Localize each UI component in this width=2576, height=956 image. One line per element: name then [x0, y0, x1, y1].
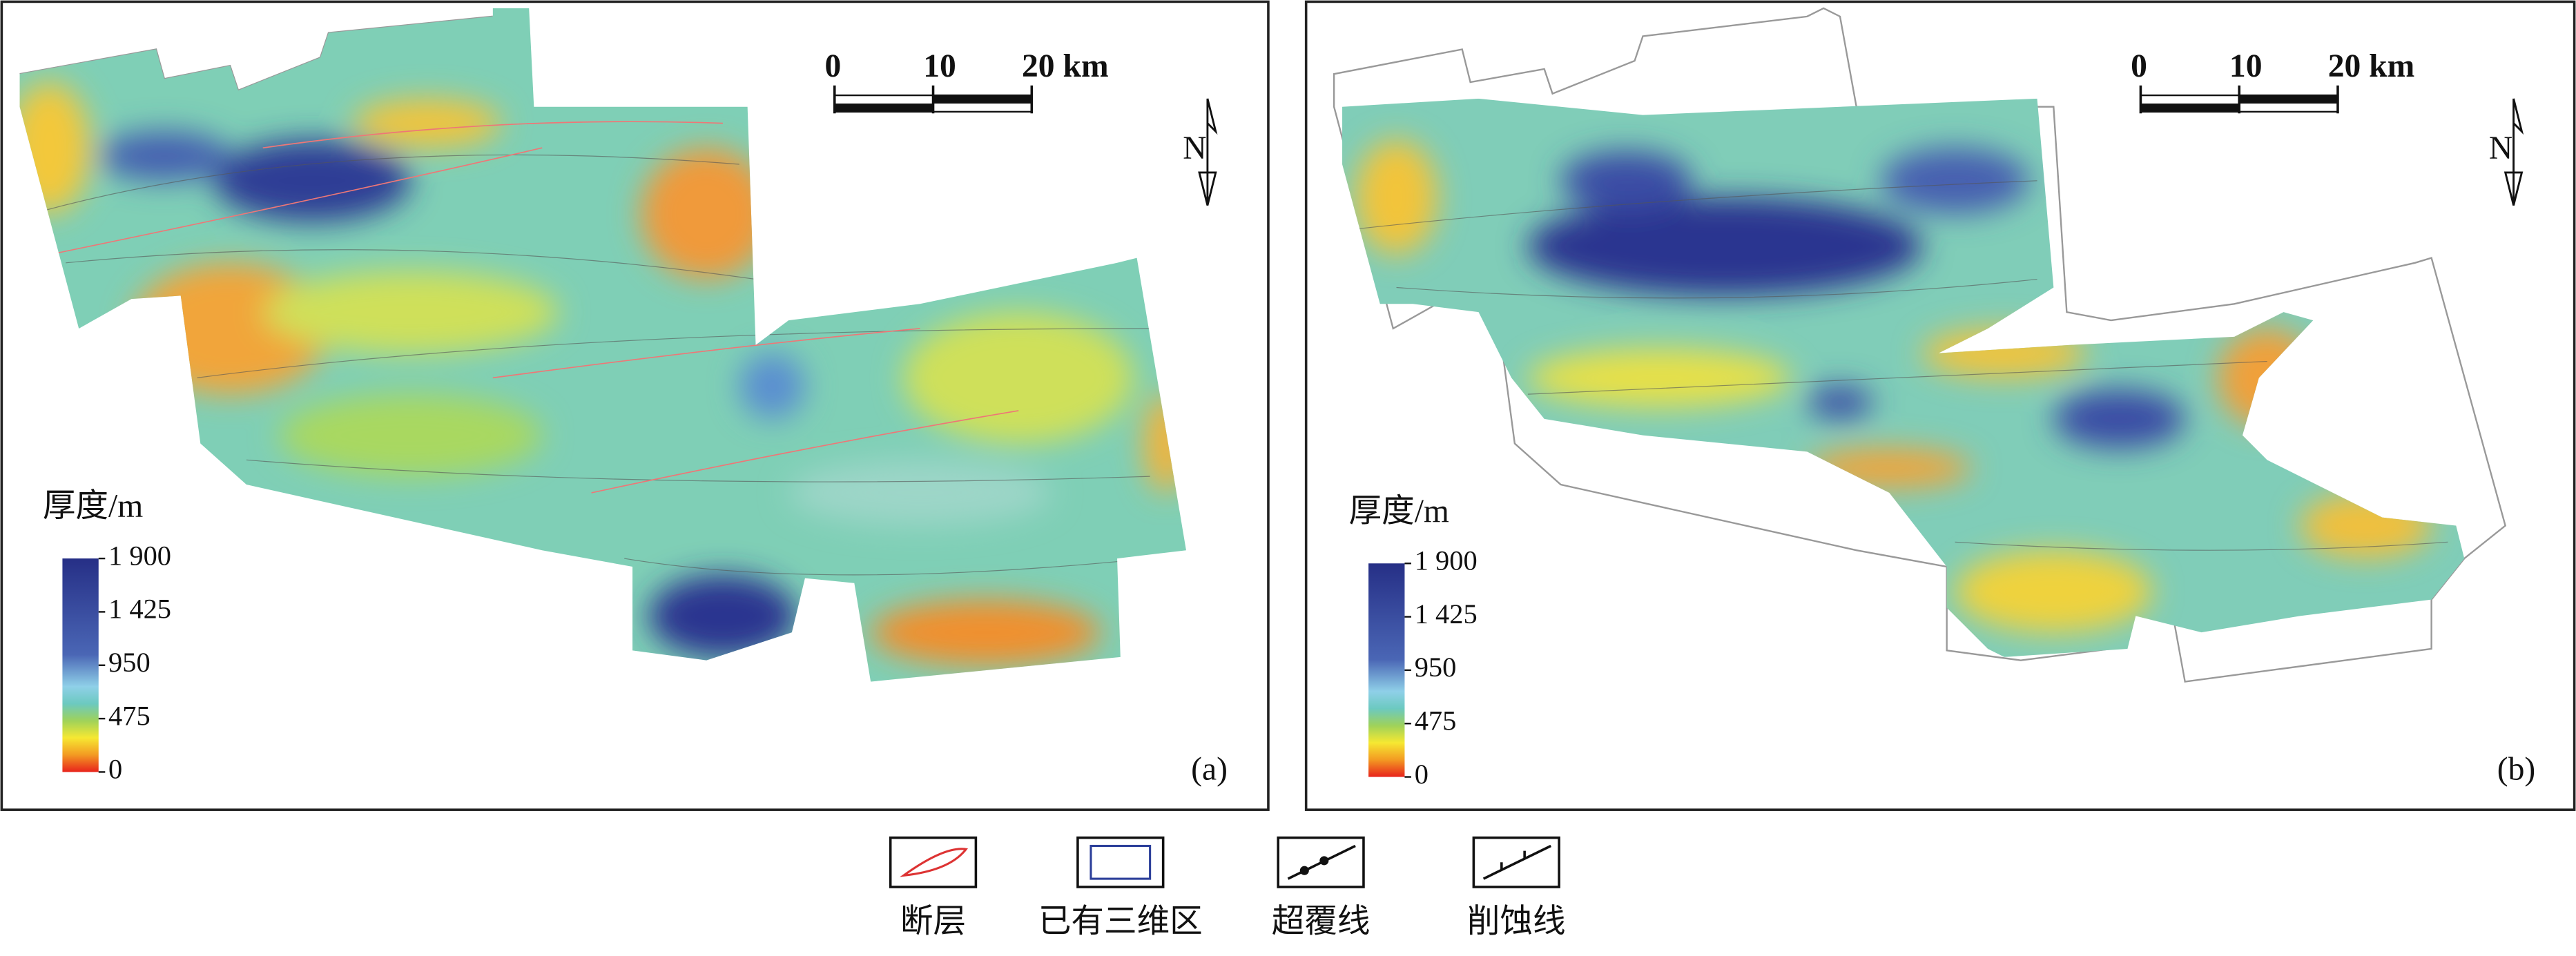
scale-label: 0: [824, 48, 841, 84]
thickness-map: [1333, 7, 2507, 683]
colorbar: [62, 558, 99, 772]
legend-label: 削蚀线: [1467, 904, 1566, 940]
scale-segment: [933, 95, 1032, 104]
scale-label: 20 km: [2328, 48, 2415, 84]
thickness-map: [19, 8, 1186, 682]
colorbar-label: 0: [1415, 759, 1429, 790]
scale-segment: [834, 103, 933, 112]
colorbar-label: 1 425: [108, 594, 171, 625]
north-arrow: [1198, 98, 1218, 206]
colorbar-label: 1 900: [1415, 545, 1478, 576]
panel-frame: [0, 0, 1270, 811]
panel-label: (b): [2497, 751, 2535, 787]
north-arrow: [2504, 98, 2524, 206]
scale-label: 20 km: [1022, 48, 1109, 84]
colorbar-label: 0: [108, 754, 122, 785]
north-label: N: [1183, 130, 1206, 166]
north-label: N: [2489, 130, 2512, 166]
colorbar-label: 950: [1415, 652, 1457, 683]
scale-label: 0: [2131, 48, 2147, 84]
legend-label: 断层: [900, 904, 966, 940]
panel: 0 10 20 km N 厚度/m 1 900 1 425 950 475 0 (a): [43, 48, 1228, 787]
colorbar-label: 950: [108, 647, 151, 678]
colorbar-label: 1 900: [108, 540, 171, 571]
colorbar: [1368, 563, 1405, 777]
scale-segment: [2239, 95, 2338, 104]
legend-title: 厚度/m: [43, 489, 143, 525]
legend-icons: [889, 836, 1560, 888]
legend-label: 已有三维区: [1038, 904, 1203, 940]
colorbar-label: 475: [1415, 705, 1457, 736]
panel-frame: [1304, 0, 2576, 811]
scale-segment: [2140, 103, 2240, 112]
colorbar-label: 475: [108, 700, 151, 731]
legend-label: 超覆线: [1272, 904, 1371, 940]
panel: 0 10 20 km N 厚度/m 1 900 1 425 950 475 0 (b): [1349, 48, 2536, 790]
colorbar-label: 1 425: [1415, 598, 1478, 630]
panel-label: (a): [1191, 751, 1228, 787]
legend-title: 厚度/m: [1349, 494, 1449, 529]
scale-label: 10: [923, 48, 956, 84]
scale-label: 10: [2229, 48, 2263, 84]
